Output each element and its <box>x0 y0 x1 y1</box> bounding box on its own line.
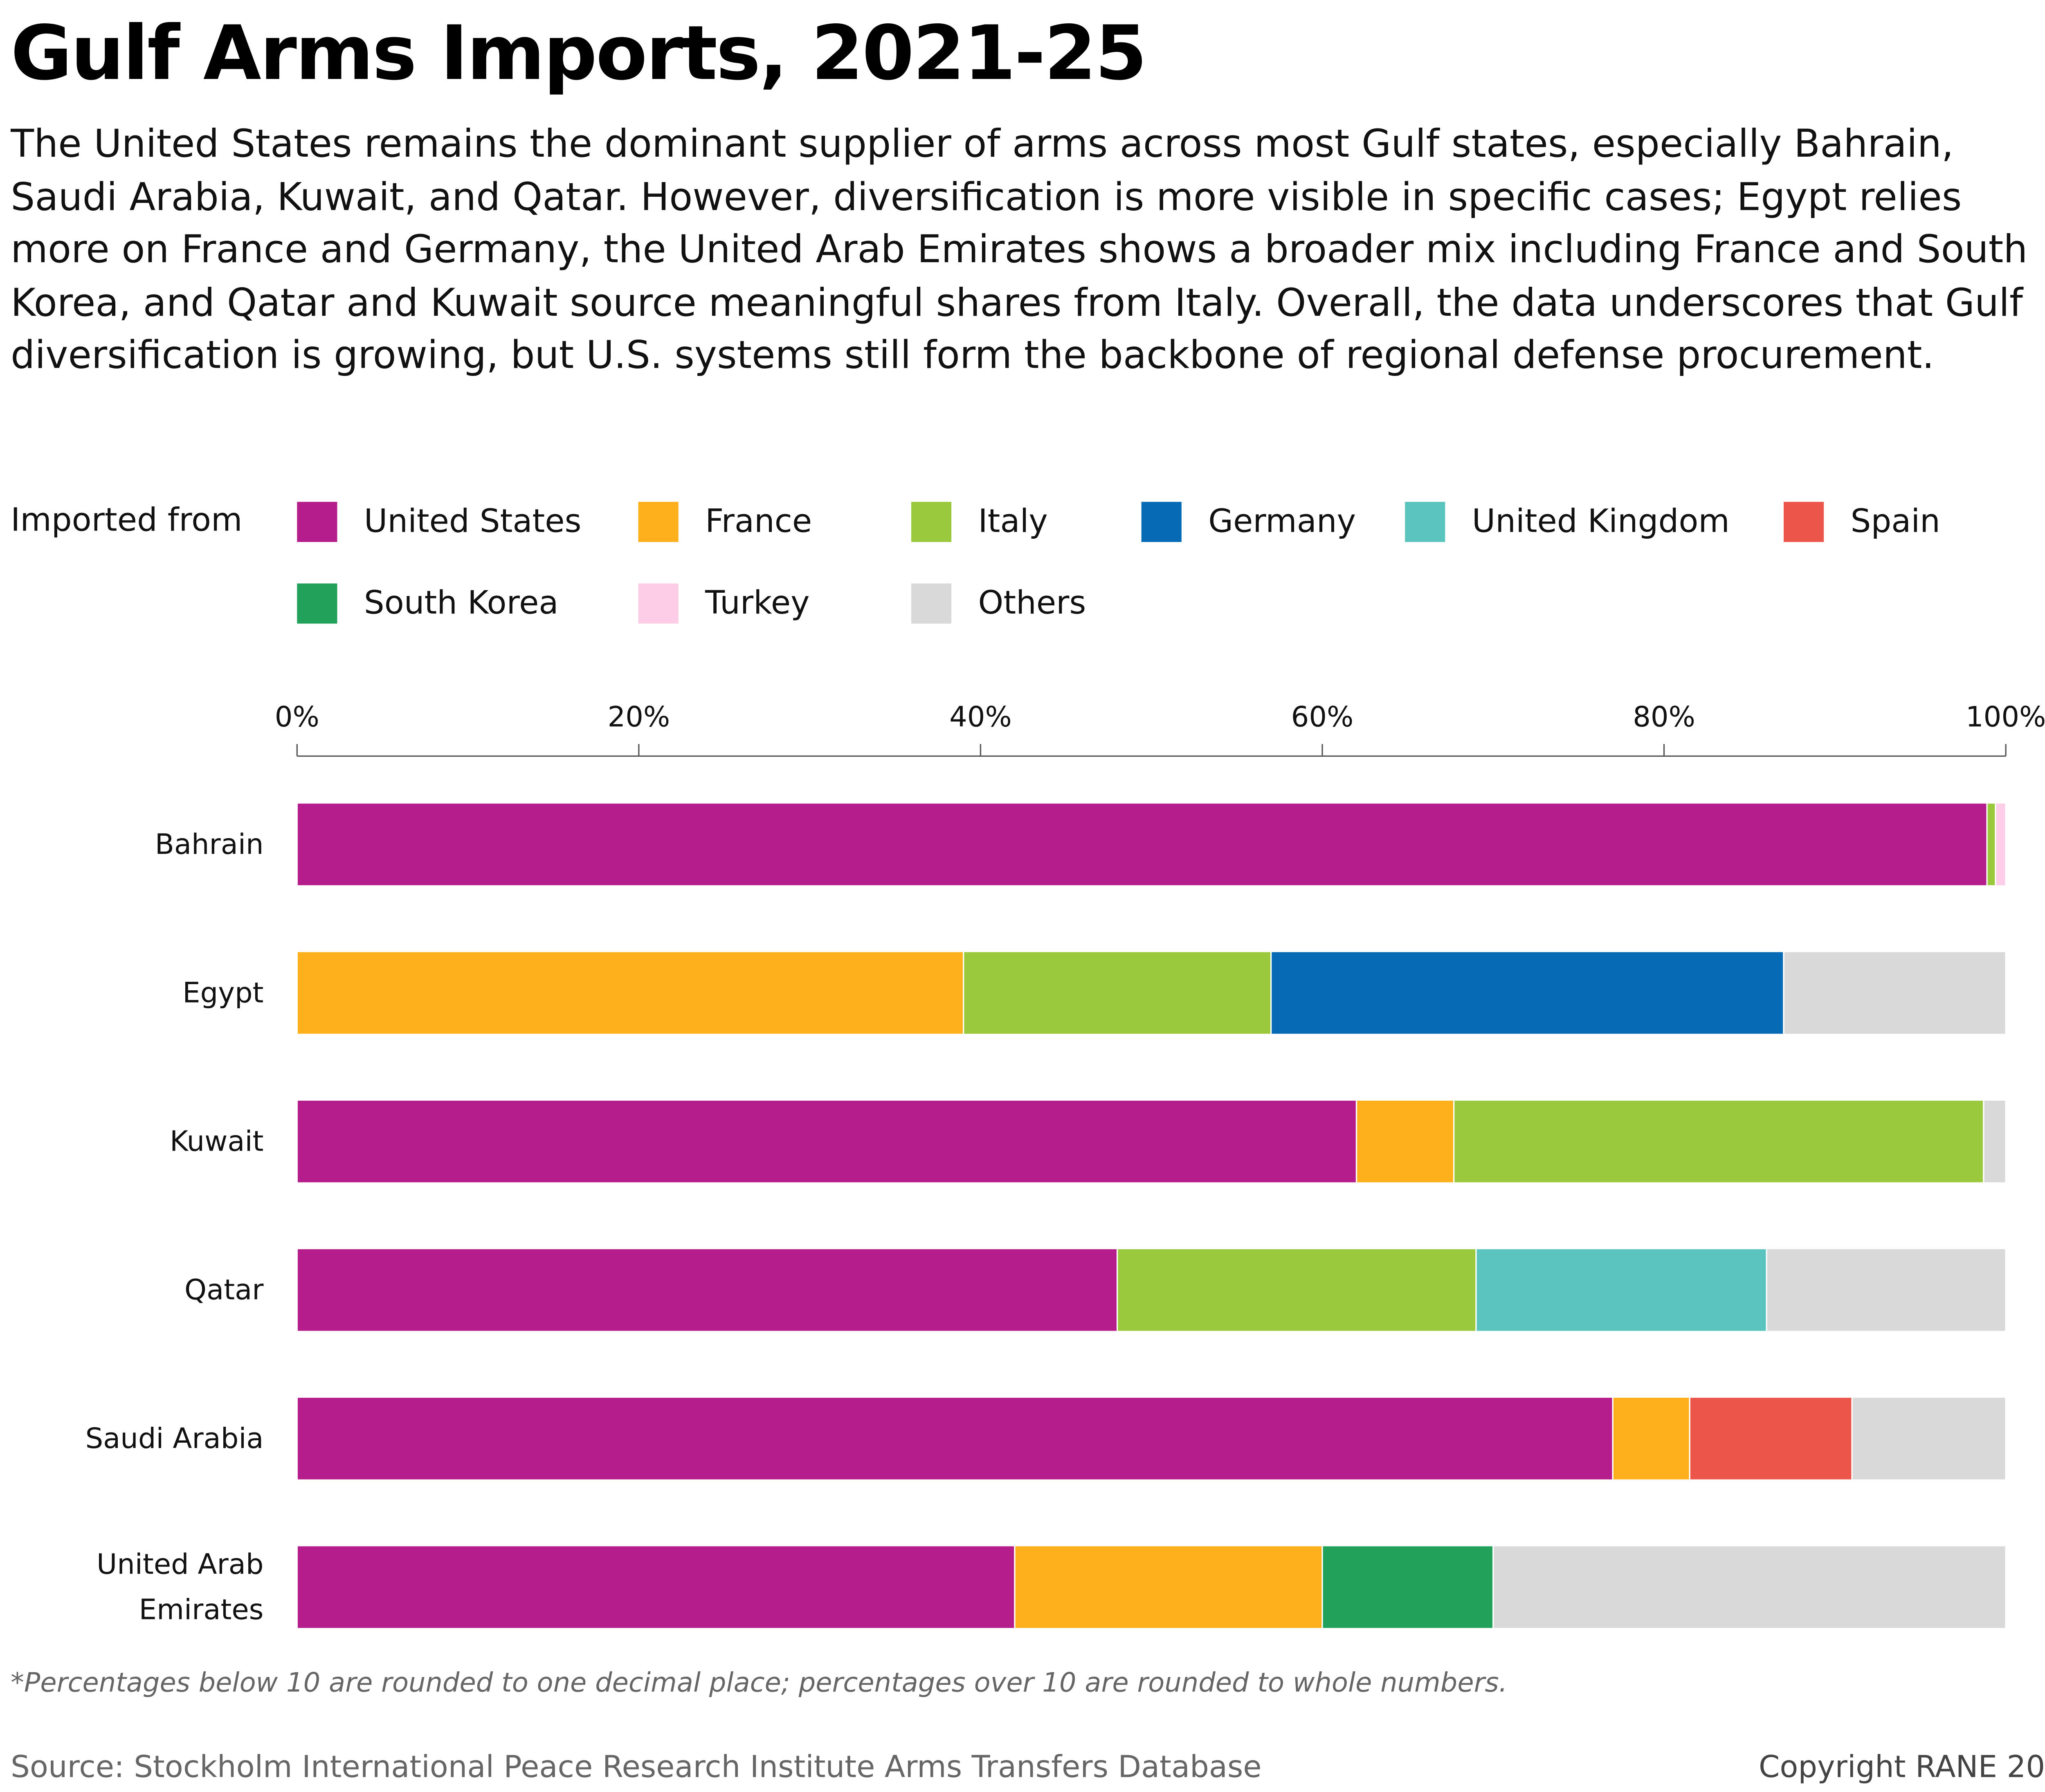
legend-swatch <box>1784 501 1824 542</box>
bar-segment <box>1355 1099 1455 1184</box>
legend-swatch <box>1405 501 1445 542</box>
legend-swatch <box>297 501 337 542</box>
bar-segment <box>1321 1545 1494 1630</box>
category-label: United Arab Emirates <box>96 1548 264 1626</box>
legend-label: United States <box>364 502 582 540</box>
source: Source: Stockholm International Peace Re… <box>11 1750 1262 1785</box>
bar-segment <box>1270 951 1784 1035</box>
legend-label: Italy <box>978 502 1048 540</box>
category-label: Qatar <box>184 1274 264 1306</box>
bar-segment <box>1986 802 1996 887</box>
bar-segment <box>296 1396 1614 1481</box>
x-tick-label: 40% <box>949 701 1012 733</box>
copyright: Copyright RANE 2026 <box>1758 1750 2045 1785</box>
category-label: Bahrain <box>155 828 264 861</box>
bar-segment <box>1453 1099 1984 1184</box>
bar-segment <box>1117 1248 1477 1332</box>
legend-label: Others <box>978 584 1086 621</box>
bar-segment <box>296 951 964 1035</box>
bar-segment <box>1766 1248 2007 1332</box>
legend-label: Spain <box>1851 502 1940 540</box>
legend-swatch <box>638 583 679 624</box>
legend-label: Germany <box>1208 502 1356 540</box>
legend-swatch <box>297 583 337 624</box>
category-label: Egypt <box>182 977 264 1009</box>
bar-segment <box>296 802 1988 887</box>
title: Gulf Arms Imports, 2021-25 <box>11 11 1147 98</box>
bar-segment <box>1014 1545 1323 1630</box>
bar-segment <box>1851 1396 2007 1481</box>
bar-segment <box>1612 1396 1690 1481</box>
legend-title: Imported from <box>11 501 242 538</box>
bar-segment <box>963 951 1272 1035</box>
bar-segment <box>1995 802 2007 887</box>
legend-swatch <box>911 583 952 624</box>
legend-label: France <box>705 502 812 540</box>
x-tick-label: 80% <box>1633 701 1695 733</box>
x-tick-label: 20% <box>608 701 670 733</box>
bar-segment <box>1689 1396 1853 1481</box>
legend-swatch <box>911 501 952 542</box>
legend-label: Turkey <box>705 584 809 621</box>
x-tick-label: 0% <box>275 701 319 733</box>
bar-segment <box>1475 1248 1767 1332</box>
legend-label: United Kingdom <box>1472 502 1730 540</box>
bar-segment <box>1983 1099 2007 1184</box>
bar-segment <box>296 1248 1118 1332</box>
footnote: *Percentages below 10 are rounded to one… <box>11 1666 1508 1698</box>
x-tick-label: 60% <box>1291 701 1354 733</box>
bar-segment <box>1492 1545 2007 1630</box>
legend-label: South Korea <box>364 584 559 621</box>
bar-segment <box>1783 951 2007 1035</box>
category-label: Saudi Arabia <box>85 1422 264 1455</box>
category-label: Kuwait <box>169 1125 264 1158</box>
legend-swatch <box>638 501 679 542</box>
bar-segment <box>296 1099 1357 1184</box>
x-tick-label: 100% <box>1966 701 2045 733</box>
bar-segment <box>296 1545 1016 1630</box>
legend-swatch <box>1141 501 1182 542</box>
subtitle: The United States remains the dominant s… <box>11 121 2028 378</box>
